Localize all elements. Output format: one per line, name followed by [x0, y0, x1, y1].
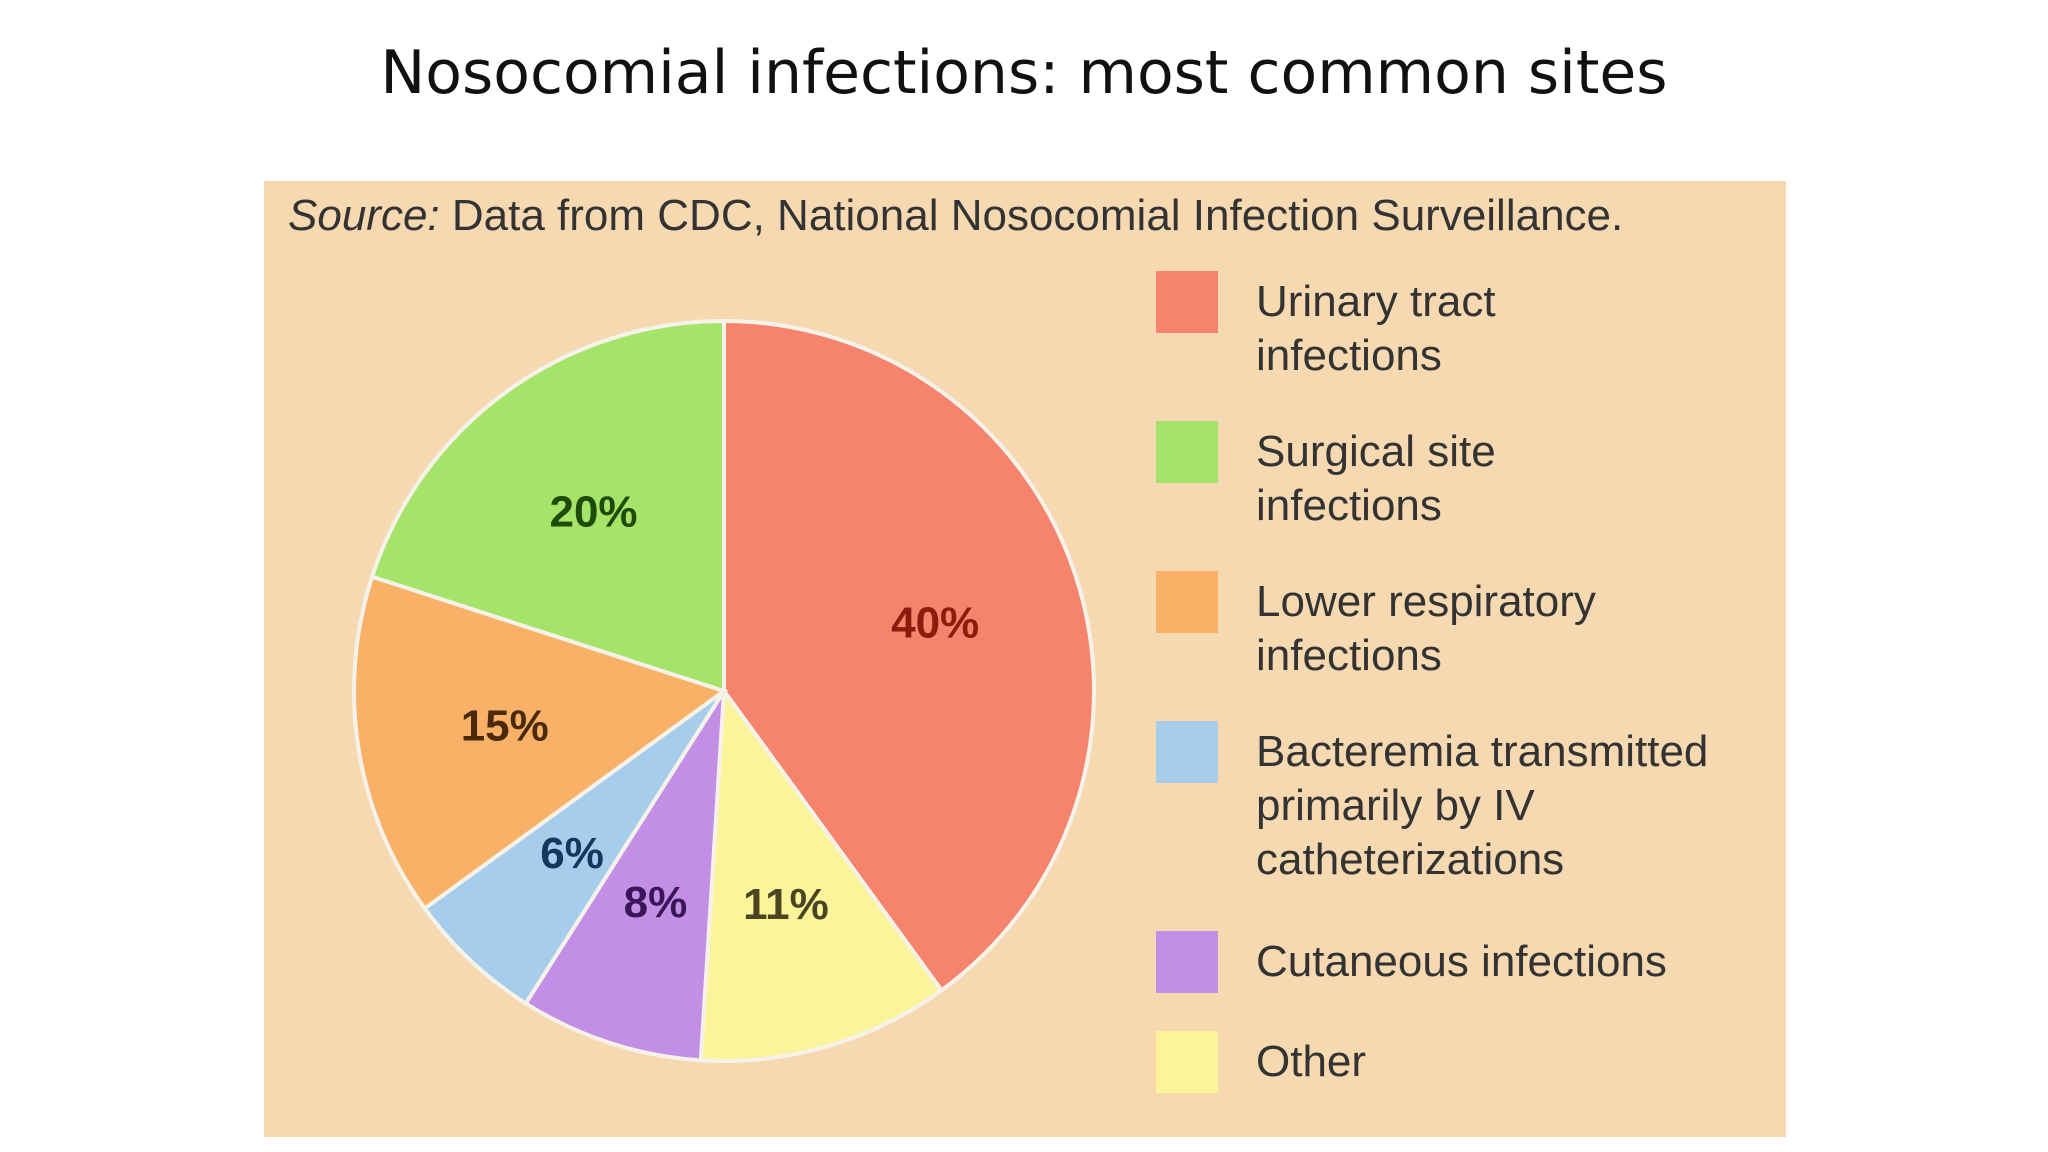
legend-label-line: infections: [1256, 631, 1442, 680]
legend-label-line: Lower respiratory: [1256, 577, 1596, 626]
pie-slice-3: [421, 689, 726, 1007]
pie-slice-4: [352, 574, 729, 912]
legend-label: Cutaneous infections: [1256, 935, 1776, 989]
source-label: Source:: [288, 191, 440, 240]
legend-label: Lower respiratory infections: [1256, 575, 1776, 683]
legend-label-line: Other: [1256, 1037, 1367, 1086]
pie-slice-label-4: 15%: [461, 702, 549, 751]
legend-label-line: infections: [1256, 331, 1442, 380]
legend-label: Other: [1256, 1035, 1776, 1089]
legend-swatch: [1156, 931, 1218, 993]
pie-slice-label-5: 20%: [549, 487, 637, 536]
pie-slice-label-1: 11%: [743, 880, 829, 929]
legend-label: Urinary tract infections: [1256, 275, 1776, 383]
slide-title: Nosocomial infections: most common sites: [380, 38, 1668, 108]
pie-slice-label-3: 6%: [540, 829, 604, 878]
legend-swatch: [1156, 571, 1218, 633]
legend-swatch: [1156, 271, 1218, 333]
legend-label: Bacteremia transmitted primarily by IV cat…: [1256, 725, 1776, 887]
pie-slice-label-2: 8%: [624, 878, 688, 927]
legend-swatch: [1156, 721, 1218, 783]
legend-swatch: [1156, 1031, 1218, 1093]
pie-slice-5: [369, 318, 726, 694]
source-text: Data from CDC, National Nosocomial Infec…: [451, 191, 1624, 240]
legend-swatch: [1156, 421, 1218, 483]
chart-panel: Source: Data from CDC, National Nosocomi…: [264, 181, 1786, 1137]
pie-slice-2: [522, 689, 726, 1063]
legend-label-line: catheterizations: [1256, 835, 1565, 884]
pie-chart: 40% 11% 8% 6% 15% 20%: [352, 318, 1096, 1063]
pie-slice-0: [722, 318, 1096, 994]
pie-slice-1: [698, 685, 945, 1063]
legend-label-line: primarily by IV: [1256, 781, 1535, 830]
legend-label-line: infections: [1256, 481, 1442, 530]
legend-label-line: Surgical site: [1256, 427, 1496, 476]
legend-label-line: Urinary tract: [1256, 277, 1496, 326]
source-note: Source: Data from CDC, National Nosocomi…: [288, 191, 1623, 241]
legend-label-line: Cutaneous infections: [1256, 937, 1667, 986]
legend-label-line: Bacteremia transmitted: [1256, 727, 1709, 776]
legend-label: Surgical site infections: [1256, 425, 1776, 533]
pie-slice-label-0: 40%: [891, 598, 979, 647]
